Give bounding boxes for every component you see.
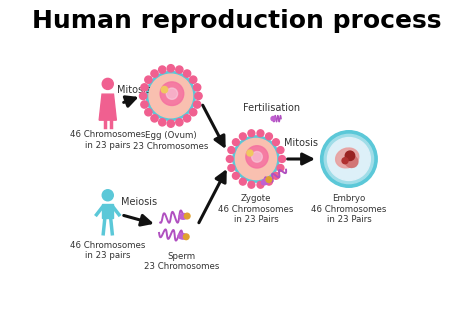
Circle shape (252, 151, 262, 162)
Polygon shape (102, 204, 113, 218)
Circle shape (239, 178, 246, 185)
Ellipse shape (336, 148, 359, 168)
Circle shape (102, 190, 113, 201)
Text: Meiosis: Meiosis (121, 197, 157, 207)
Circle shape (159, 119, 166, 126)
Circle shape (248, 181, 255, 188)
Circle shape (257, 130, 264, 137)
Circle shape (248, 130, 255, 137)
Circle shape (345, 151, 355, 161)
Circle shape (193, 101, 201, 108)
Circle shape (141, 84, 148, 91)
Circle shape (328, 138, 370, 180)
Circle shape (265, 178, 273, 185)
Text: Fertilisation: Fertilisation (243, 103, 300, 113)
Circle shape (159, 66, 166, 73)
Circle shape (246, 146, 268, 168)
Circle shape (151, 70, 158, 77)
Circle shape (195, 92, 202, 100)
Circle shape (193, 84, 201, 91)
Circle shape (266, 177, 272, 183)
Ellipse shape (179, 213, 188, 219)
Circle shape (166, 88, 178, 99)
Circle shape (273, 139, 279, 146)
Circle shape (146, 72, 195, 121)
Circle shape (160, 82, 184, 106)
Text: Sperm
23 Chromosomes: Sperm 23 Chromosomes (144, 252, 219, 271)
Circle shape (228, 147, 235, 154)
Circle shape (239, 133, 246, 140)
Circle shape (271, 116, 275, 121)
Circle shape (320, 131, 377, 187)
Circle shape (139, 92, 147, 100)
Circle shape (145, 109, 152, 116)
Circle shape (232, 139, 239, 146)
Circle shape (176, 119, 183, 126)
Circle shape (226, 156, 233, 162)
Ellipse shape (262, 178, 270, 185)
Circle shape (232, 172, 239, 179)
Text: Embryo
46 Chromosomes
in 23 Pairs: Embryo 46 Chromosomes in 23 Pairs (311, 194, 387, 224)
Circle shape (279, 156, 285, 162)
Circle shape (190, 76, 197, 83)
Circle shape (247, 150, 253, 156)
Ellipse shape (178, 233, 187, 239)
Circle shape (257, 181, 264, 188)
Text: Mitosis: Mitosis (118, 86, 151, 95)
Text: Human reproduction process: Human reproduction process (32, 9, 442, 33)
Circle shape (183, 115, 191, 122)
Circle shape (183, 70, 191, 77)
Circle shape (145, 76, 152, 83)
Text: Mitosis: Mitosis (284, 138, 319, 148)
Circle shape (183, 234, 189, 239)
Text: 46 Chromosomes
in 23 pairs: 46 Chromosomes in 23 pairs (70, 130, 146, 150)
Circle shape (102, 78, 113, 89)
Circle shape (141, 101, 148, 108)
Circle shape (265, 133, 273, 140)
Circle shape (190, 109, 197, 116)
Circle shape (176, 66, 183, 73)
Circle shape (228, 164, 235, 171)
Circle shape (161, 86, 168, 93)
Circle shape (167, 120, 174, 127)
Circle shape (149, 74, 192, 118)
Circle shape (273, 172, 279, 179)
Text: Egg (Ovum)
23 Chromosomes: Egg (Ovum) 23 Chromosomes (133, 131, 209, 150)
Circle shape (151, 115, 158, 122)
Ellipse shape (345, 156, 358, 168)
Circle shape (324, 134, 374, 184)
Circle shape (342, 158, 348, 164)
Text: 46 Chromosomes
in 23 pairs: 46 Chromosomes in 23 pairs (70, 241, 146, 260)
Circle shape (277, 164, 284, 171)
Polygon shape (99, 94, 116, 120)
Circle shape (235, 138, 276, 180)
Circle shape (167, 65, 174, 72)
Text: Zygote
46 Chromosomes
in 23 Pairs: Zygote 46 Chromosomes in 23 Pairs (218, 194, 293, 224)
Circle shape (233, 136, 279, 182)
Circle shape (184, 213, 190, 219)
Circle shape (277, 147, 284, 154)
